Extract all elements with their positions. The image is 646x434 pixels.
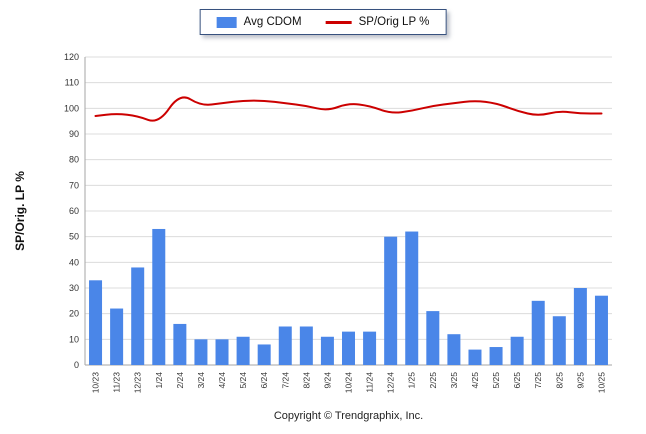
bar-avg-cdom [110,308,124,365]
bar-avg-cdom [342,331,355,365]
bar-avg-cdom [299,326,313,365]
x-tick-label: 10/25 [596,372,606,394]
y-tick-label: 90 [69,129,79,139]
bar-avg-cdom [594,295,608,365]
x-tick-label: 1/25 [407,372,417,389]
copyright-text: Copyright © Trendgraphix, Inc. [273,410,424,422]
x-tick-label: 4/25 [470,372,480,389]
chart-plot: 0 10 20 30 40 50 60 70 80 90 100 110 120 SP/Orig. LP … [13,52,612,394]
bar-avg-cdom [510,336,524,365]
bar-avg-cdom [552,316,566,365]
x-tick-label: 3/24 [196,372,206,389]
bar-avg-cdom [152,228,166,365]
x-tick-label: 1/24 [154,372,164,389]
bar-avg-cdom [236,336,250,365]
bar-swatch-icon [216,16,237,28]
bar-avg-cdom [384,236,398,365]
x-tick-label: 8/25 [554,372,564,389]
bar-avg-cdom [363,331,377,365]
bar-avg-cdom [531,300,545,365]
x-tick-label: 7/25 [533,372,543,389]
bar-avg-cdom [89,280,103,365]
y-tick-label: 50 [69,232,79,242]
y-tick-label: 70 [69,180,79,190]
y-tick-label: 40 [69,257,79,267]
y-tick-label: 80 [69,155,79,165]
x-tick-label: 12/24 [386,372,396,394]
legend-label-avg-cdom: Avg CDOM [243,16,302,28]
y-tick-label: 0 [74,360,79,370]
y-axis-title: SP/Orig. LP % [13,171,27,251]
legend-item-sp-orig-lp: SP/Orig LP % [325,16,430,28]
bar-avg-cdom [320,336,334,365]
y-tick-label: 110 [65,78,79,88]
bar-avg-cdom [468,349,482,365]
y-tick-label: 60 [69,206,79,216]
x-tick-label: 8/24 [301,372,311,389]
bar-avg-cdom [573,288,587,365]
x-tick-label: 9/24 [322,372,332,389]
x-tick-label: 10/24 [344,372,354,394]
x-tick-label: 10/23 [91,372,101,394]
x-tick-label: 4/24 [217,372,227,389]
line-sp-orig-lp [94,96,603,122]
bar-avg-cdom [447,334,461,365]
x-tick-label: 2/24 [175,372,185,389]
y-tick-label: 10 [69,334,79,344]
x-tick-label: 11/23 [112,372,122,393]
legend-label-sp-orig-lp: SP/Orig LP % [358,16,430,28]
bar-avg-cdom [215,339,229,365]
y-tick-label: 30 [69,283,79,293]
bar-avg-cdom [131,267,145,365]
bar-avg-cdom [194,339,208,365]
bar-avg-cdom [489,347,503,365]
y-tick-label: 100 [64,103,79,113]
bar-avg-cdom [405,231,419,365]
line-swatch-icon [325,20,352,24]
x-tick-label: 9/25 [575,372,585,389]
bar-avg-cdom [257,344,271,365]
x-tick-label: 5/24 [238,372,248,389]
legend-item-avg-cdom: Avg CDOM [216,16,302,28]
x-tick-label: 12/23 [133,372,143,394]
x-tick-label: 6/25 [512,372,522,389]
bar-avg-cdom [278,326,292,365]
y-tick-label: 20 [69,309,79,319]
x-tick-label: 7/24 [280,372,290,389]
x-tick-label: 3/25 [449,372,459,389]
x-tick-label: 6/24 [259,372,269,389]
y-tick-label: 120 [64,52,79,62]
bar-avg-cdom [426,311,440,365]
legend: Avg CDOM SP/Orig LP % [199,9,447,35]
x-tick-label: 5/25 [491,372,501,389]
x-tick-label: 2/25 [428,372,438,389]
bar-avg-cdom [173,323,187,365]
x-tick-label: 11/24 [365,372,375,393]
